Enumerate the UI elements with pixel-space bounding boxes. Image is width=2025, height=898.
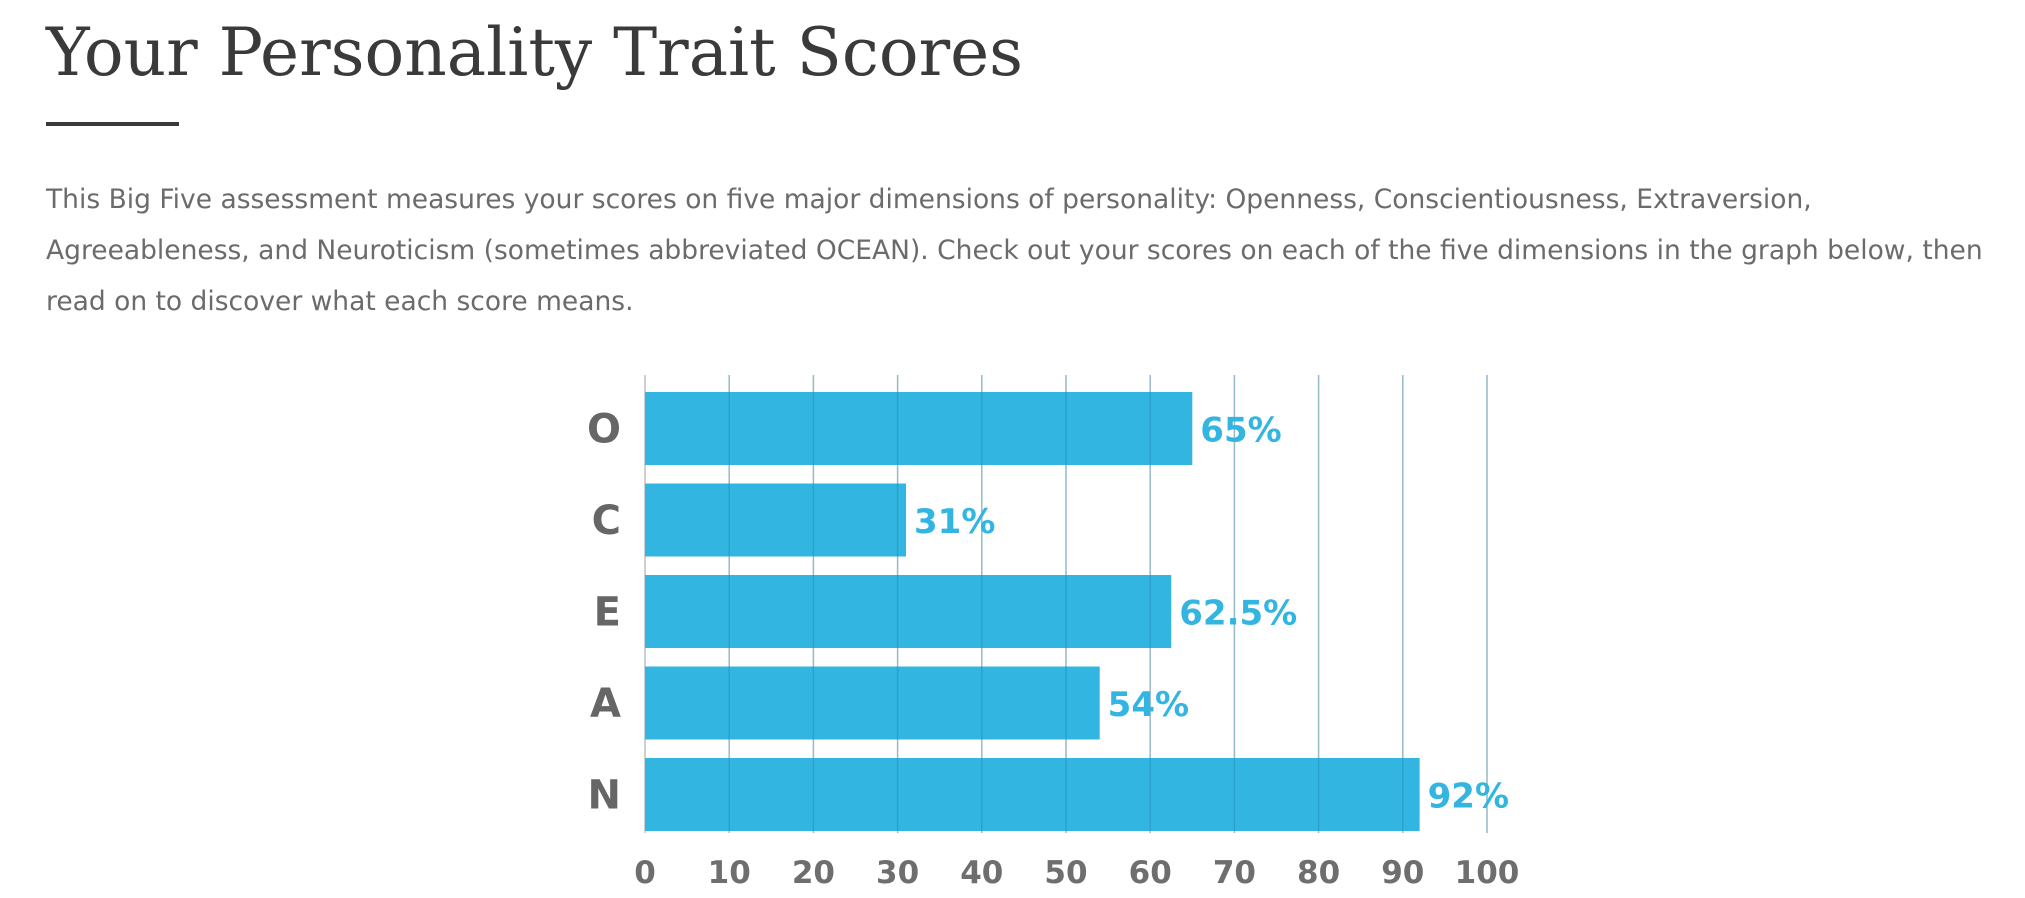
intro-paragraph: This Big Five assessment measures your s… bbox=[46, 184, 1983, 317]
category-label-c: C bbox=[592, 498, 621, 544]
x-tick-label-60: 60 bbox=[1129, 855, 1172, 891]
x-tick-label-30: 30 bbox=[876, 855, 919, 891]
x-tick-label-70: 70 bbox=[1213, 855, 1256, 891]
x-tick-label-10: 10 bbox=[708, 855, 751, 891]
x-tick-label-80: 80 bbox=[1297, 855, 1340, 891]
bar-e bbox=[645, 575, 1172, 648]
value-label-n: 92% bbox=[1428, 777, 1509, 817]
x-tick-label-40: 40 bbox=[960, 855, 1003, 891]
page-title: Your Personality Trait Scores bbox=[46, 14, 1024, 91]
title-underline bbox=[46, 122, 179, 126]
bar-n bbox=[645, 758, 1420, 831]
x-tick-label-100: 100 bbox=[1455, 855, 1520, 891]
x-tick-label-90: 90 bbox=[1381, 855, 1424, 891]
category-labels: OCEAN bbox=[587, 407, 621, 819]
x-tick-label-20: 20 bbox=[792, 855, 835, 891]
value-labels: 65% 31% 62.5% 54% 92% bbox=[914, 411, 1509, 817]
value-label-o: 65% bbox=[1200, 411, 1281, 451]
value-label-c: 31% bbox=[914, 502, 995, 542]
bar-o bbox=[645, 392, 1193, 465]
category-label-o: O bbox=[587, 407, 621, 453]
x-tick-label-50: 50 bbox=[1044, 855, 1087, 891]
category-label-n: N bbox=[588, 773, 621, 819]
category-label-a: A bbox=[590, 681, 621, 727]
value-label-a: 54% bbox=[1108, 685, 1189, 725]
x-tick-label-0: 0 bbox=[634, 855, 656, 891]
bars bbox=[645, 392, 1420, 831]
value-label-e: 62.5% bbox=[1179, 594, 1297, 634]
x-axis-ticks: 0 10 20 30 40 50 60 70 80 90 100 bbox=[634, 855, 1519, 891]
bar-c bbox=[645, 483, 907, 557]
category-label-e: E bbox=[594, 590, 621, 636]
bar-a bbox=[645, 666, 1100, 740]
